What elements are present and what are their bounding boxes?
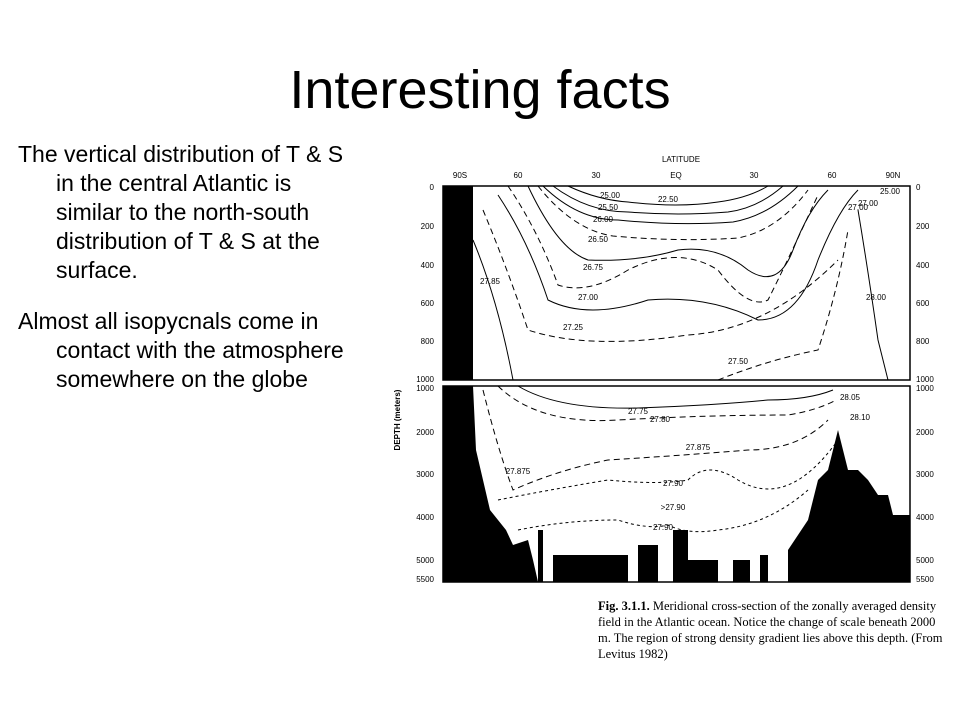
contour-label: 25.50: [598, 203, 619, 212]
depth-tick: 2000: [416, 428, 434, 437]
figure-caption-text: Meridional cross-section of the zonally …: [598, 599, 943, 661]
contour-label: 28.00: [866, 293, 887, 302]
depth-tick: 2000: [916, 428, 934, 437]
contour-lines-upper: [472, 185, 889, 381]
bullet-item: Almost all isopycnals come in contact wi…: [18, 308, 344, 392]
depth-tick: 3000: [916, 470, 934, 479]
depth-tick: 200: [421, 222, 435, 231]
latitude-axis-title: LATITUDE: [662, 155, 700, 164]
depth-tick: 400: [421, 261, 435, 270]
contour-label: 28.10: [850, 413, 871, 422]
contour-label: 27.90: [653, 523, 674, 532]
cross-section-plot: LATITUDE 90S 60 30 EQ 30 60 90N DEPTH (m…: [393, 155, 934, 584]
depth-tick: 800: [916, 337, 930, 346]
contour-label: 28.05: [840, 393, 861, 402]
contour-label: 27.00: [578, 293, 599, 302]
contour-label: 25.00: [600, 191, 621, 200]
contour-label: 27.00: [848, 203, 869, 212]
contour-label: 27.875: [506, 467, 531, 476]
depth-tick: 400: [916, 261, 930, 270]
depth-tick: 5000: [916, 556, 934, 565]
depth-tick: 1000: [916, 375, 934, 384]
contour-label: 27.00: [858, 199, 879, 208]
bathymetry-mask: [443, 186, 910, 582]
depth-tick: 5000: [416, 556, 434, 565]
lat-tick: 90S: [453, 171, 467, 180]
depth-tick: 5500: [416, 575, 434, 584]
contour-label: 27.25: [563, 323, 584, 332]
contour-label: 26.00: [593, 215, 614, 224]
contour-label: 26.75: [583, 263, 604, 272]
depth-tick: 5500: [916, 575, 934, 584]
depth-tick: 1000: [416, 384, 434, 393]
bullet-item: The vertical distribution of T & S in th…: [18, 141, 344, 283]
contour-label: 27.85: [480, 277, 501, 286]
lat-tick: 90N: [886, 171, 901, 180]
depth-tick: 600: [916, 299, 930, 308]
depth-axis-title: DEPTH (meters): [393, 389, 402, 450]
lat-tick: 60: [514, 171, 523, 180]
contour-lines-lower: [482, 385, 839, 533]
lat-tick: 60: [828, 171, 837, 180]
contour-label: 27.75: [628, 407, 649, 416]
contour-label: 27.90: [663, 479, 684, 488]
depth-tick: 4000: [916, 513, 934, 522]
contour-label: 27.50: [728, 357, 749, 366]
slide-title: Interesting facts: [289, 60, 671, 120]
contour-label: 26.50: [588, 235, 609, 244]
figure-caption-label: Fig. 3.1.1.: [598, 599, 650, 613]
depth-tick: 1000: [416, 375, 434, 384]
density-cross-section-figure: LATITUDE 90S 60 30 EQ 30 60 90N DEPTH (m…: [388, 150, 950, 585]
depth-tick: 3000: [416, 470, 434, 479]
contour-label: 22.50: [658, 195, 679, 204]
lat-tick: EQ: [670, 171, 682, 180]
lat-tick: 30: [750, 171, 759, 180]
figure-caption: Fig. 3.1.1. Meridional cross-section of …: [598, 598, 944, 662]
depth-tick: 600: [421, 299, 435, 308]
depth-tick: 0: [430, 183, 435, 192]
contour-label: >27.90: [661, 503, 686, 512]
lat-tick: 30: [592, 171, 601, 180]
contour-label: 27.875: [686, 443, 711, 452]
depth-tick: 1000: [916, 384, 934, 393]
contour-label: 27.80: [650, 415, 671, 424]
contour-label: 25.00: [880, 187, 901, 196]
depth-tick: 4000: [416, 513, 434, 522]
bullet-list: The vertical distribution of T & S in th…: [18, 140, 358, 416]
depth-tick: 200: [916, 222, 930, 231]
depth-tick: 800: [421, 337, 435, 346]
depth-tick: 0: [916, 183, 921, 192]
